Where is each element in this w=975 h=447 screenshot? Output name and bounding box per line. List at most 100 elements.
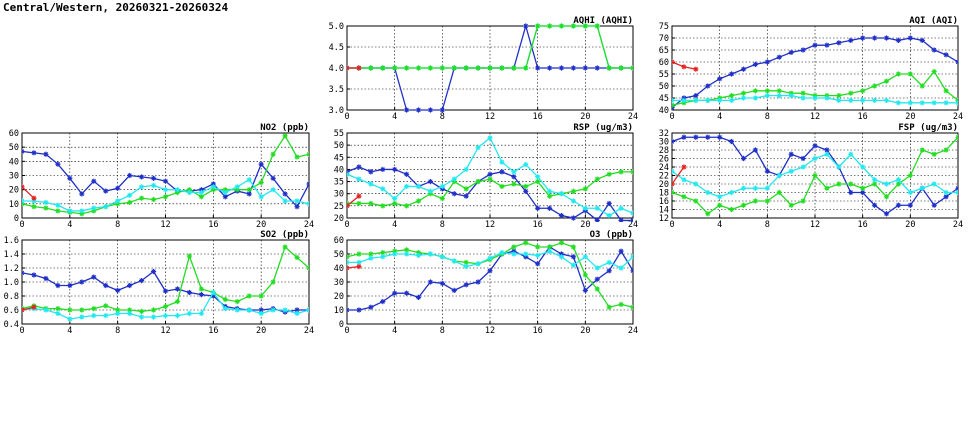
data-point-darkblue bbox=[693, 93, 699, 99]
data-point-green bbox=[186, 187, 193, 193]
data-point-darkblue bbox=[403, 107, 410, 113]
x-tick-label: 0 bbox=[344, 220, 349, 230]
data-point-green bbox=[860, 88, 866, 94]
data-point-cyan bbox=[222, 306, 228, 312]
data-point-green bbox=[582, 186, 588, 192]
data-point-cyan bbox=[356, 259, 362, 265]
data-point-cyan bbox=[511, 169, 517, 175]
data-point-green bbox=[800, 90, 806, 96]
data-point-green bbox=[672, 189, 675, 196]
data-point-darkblue bbox=[558, 65, 565, 71]
data-point-darkblue bbox=[535, 65, 541, 71]
data-point-darkblue bbox=[103, 188, 109, 194]
data-point-darkblue bbox=[55, 161, 61, 167]
data-point-darkblue bbox=[740, 155, 747, 162]
x-tick-label: 24 bbox=[628, 326, 638, 336]
data-point-green bbox=[606, 304, 612, 310]
x-tick-label: 24 bbox=[304, 220, 314, 230]
data-point-darkblue bbox=[198, 292, 204, 298]
panel-title: AQI (AQI) bbox=[909, 16, 958, 26]
data-point-green bbox=[380, 250, 386, 256]
y-tick-label: 1.6 bbox=[4, 236, 19, 246]
data-point-cyan bbox=[717, 194, 723, 200]
y-tick-label: 30 bbox=[659, 138, 669, 148]
data-point-cyan bbox=[740, 95, 747, 101]
data-point-cyan bbox=[848, 151, 854, 157]
data-point-cyan bbox=[871, 177, 878, 183]
y-tick-label: 25 bbox=[334, 202, 344, 212]
x-tick-label: 20 bbox=[256, 326, 266, 336]
data-point-green bbox=[31, 204, 37, 210]
series-line-red bbox=[672, 166, 685, 185]
data-point-cyan bbox=[800, 95, 806, 101]
data-point-cyan bbox=[931, 181, 937, 187]
y-tick-label: 50 bbox=[334, 250, 344, 260]
y-tick-label: 18 bbox=[659, 189, 669, 199]
data-point-green bbox=[91, 208, 97, 214]
data-point-cyan bbox=[439, 254, 445, 260]
data-point-green bbox=[618, 65, 624, 71]
data-point-darkblue bbox=[22, 148, 25, 155]
data-point-cyan bbox=[127, 310, 133, 317]
data-point-darkblue bbox=[162, 178, 169, 184]
data-point-green bbox=[127, 307, 133, 313]
x-tick-label: 0 bbox=[344, 326, 349, 336]
data-point-green bbox=[294, 154, 300, 160]
data-point-green bbox=[186, 253, 193, 259]
data-point-darkblue bbox=[943, 52, 949, 58]
series-group bbox=[22, 244, 309, 322]
data-point-darkblue bbox=[907, 35, 913, 41]
y-tick-label: 4.5 bbox=[329, 43, 344, 53]
y-tick-label: 5.0 bbox=[329, 22, 344, 32]
data-point-green bbox=[403, 65, 410, 71]
panel-title: NO2 (ppb) bbox=[260, 123, 309, 133]
data-point-darkblue bbox=[582, 65, 588, 71]
data-point-darkblue bbox=[800, 155, 806, 162]
series-group bbox=[672, 134, 958, 217]
data-point-green bbox=[546, 193, 553, 199]
data-point-darkblue bbox=[594, 276, 600, 282]
data-point-darkblue bbox=[487, 268, 493, 274]
data-point-darkblue bbox=[895, 37, 902, 43]
data-point-darkblue bbox=[103, 282, 109, 289]
data-point-green bbox=[127, 199, 133, 206]
y-tick-label: 30 bbox=[334, 278, 344, 288]
data-point-cyan bbox=[174, 313, 181, 319]
data-point-green bbox=[728, 206, 735, 213]
data-point-cyan bbox=[919, 185, 925, 191]
x-tick-label: 20 bbox=[580, 220, 590, 230]
data-point-cyan bbox=[919, 100, 925, 106]
y-tick-label: 14 bbox=[659, 206, 669, 216]
data-point-cyan bbox=[403, 251, 410, 257]
data-point-cyan bbox=[618, 265, 624, 271]
y-tick-label: 30 bbox=[334, 190, 344, 200]
x-tick-label: 16 bbox=[533, 220, 543, 230]
panel-title: O3 (ppb) bbox=[590, 230, 633, 240]
data-point-green bbox=[535, 178, 541, 185]
data-point-darkblue bbox=[606, 200, 612, 207]
data-point-red bbox=[347, 203, 350, 209]
data-point-darkblue bbox=[511, 174, 517, 180]
x-tick-label: 12 bbox=[160, 326, 170, 336]
data-point-cyan bbox=[270, 307, 276, 313]
data-point-green bbox=[463, 186, 469, 192]
data-point-darkblue bbox=[138, 278, 145, 284]
y-tick-label: 10 bbox=[9, 200, 19, 210]
data-point-darkblue bbox=[67, 175, 73, 181]
data-point-cyan bbox=[368, 181, 374, 187]
data-point-green bbox=[895, 71, 902, 77]
data-point-darkblue bbox=[306, 181, 309, 187]
data-point-green bbox=[463, 259, 469, 265]
data-point-darkblue bbox=[523, 188, 529, 194]
data-point-darkblue bbox=[800, 47, 806, 53]
data-point-darkblue bbox=[836, 40, 842, 46]
data-point-green bbox=[368, 65, 374, 71]
panel-title: SO2 (ppb) bbox=[260, 230, 309, 240]
data-point-green bbox=[306, 265, 309, 271]
data-point-green bbox=[294, 254, 300, 261]
data-point-green bbox=[558, 240, 565, 246]
data-point-darkblue bbox=[127, 172, 133, 179]
panel-title: RSP (ug/m3) bbox=[573, 123, 633, 133]
data-point-green bbox=[535, 244, 541, 250]
data-point-darkblue bbox=[79, 279, 85, 285]
